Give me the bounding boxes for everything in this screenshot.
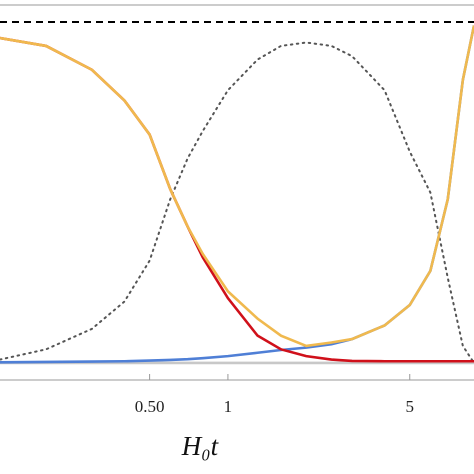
series-line bbox=[0, 25, 474, 348]
plot-frame bbox=[0, 4, 474, 381]
x-tick-label: 1 bbox=[224, 397, 233, 416]
x-axis-label: H₀t bbox=[181, 431, 220, 461]
series-line bbox=[0, 36, 474, 363]
x-tick-label: 5 bbox=[405, 397, 414, 416]
series-line bbox=[0, 41, 474, 364]
x-tick-label: 0.50 bbox=[135, 397, 165, 416]
